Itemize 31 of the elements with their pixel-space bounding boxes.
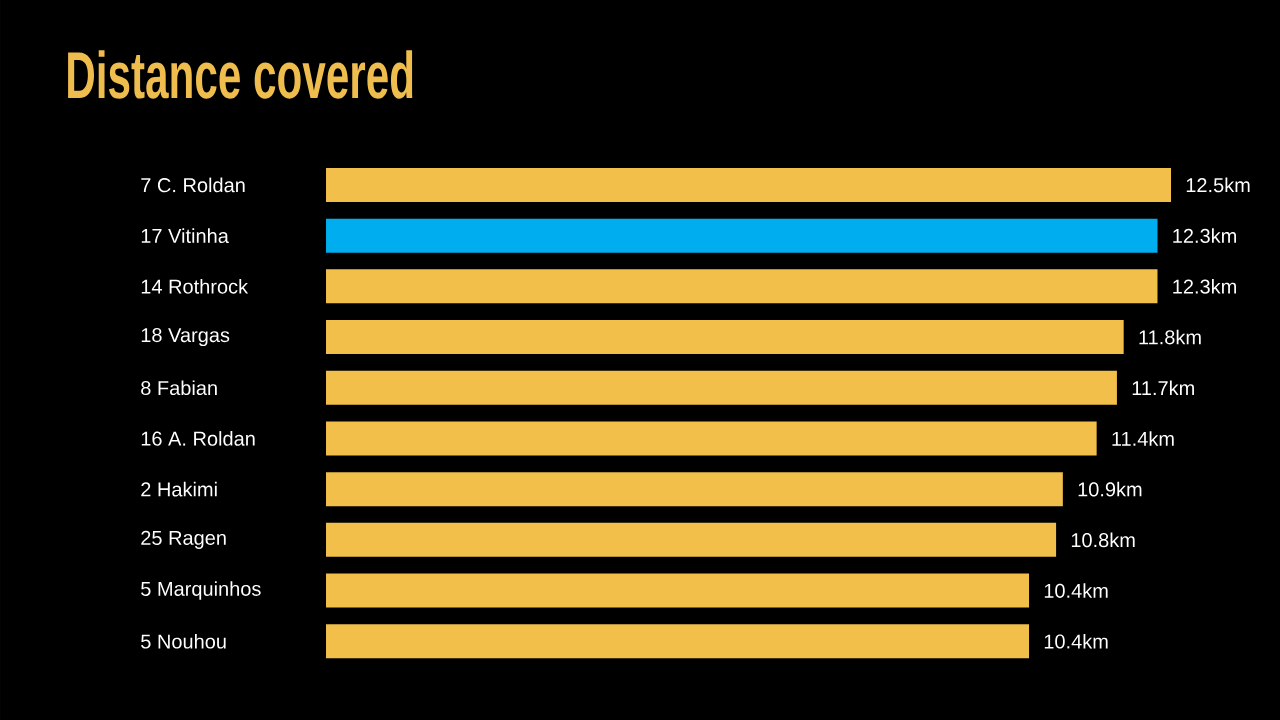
data-label: 12.5km	[1186, 177, 1250, 193]
y-tick-label: 7 C. Roldan	[141, 177, 245, 193]
y-tick-label: 5 Nouhou	[141, 633, 226, 649]
bar	[326, 522, 1057, 557]
data-label: 11.8km	[1139, 329, 1201, 345]
chart-title: Distance covered	[68, 50, 413, 99]
y-tick-label: 25 Ragen	[141, 530, 226, 549]
bar	[326, 472, 1063, 507]
bar	[326, 573, 1030, 608]
data-label: 10.9km	[1078, 481, 1142, 497]
data-label: 12.3km	[1173, 228, 1236, 243]
bar	[326, 320, 1124, 355]
data-label: 10.8km	[1071, 532, 1135, 548]
data-label: 11.4km	[1112, 431, 1174, 446]
y-tick-label: 2 Hakimi	[141, 481, 217, 497]
y-tick-label: 18 Vargas	[141, 327, 230, 347]
bar	[326, 167, 1172, 202]
data-label: 12.3km	[1173, 279, 1236, 294]
data-label: 10.4km	[1044, 633, 1108, 649]
y-tick-label: 14 Rothrock	[141, 279, 249, 294]
y-tick-label: 17 Vitinha	[141, 228, 229, 243]
bar	[326, 624, 1030, 659]
bar	[326, 370, 1117, 405]
y-tick-label: 8 Fabian	[141, 380, 217, 396]
data-label: 10.4km	[1044, 583, 1108, 598]
data-label: 11.7km	[1132, 380, 1194, 395]
y-tick-label: 16 A. Roldan	[141, 431, 255, 446]
bar	[326, 218, 1158, 253]
y-tick-label: 5 Marquinhos	[141, 581, 261, 600]
bar	[326, 269, 1158, 304]
bar	[326, 421, 1097, 456]
